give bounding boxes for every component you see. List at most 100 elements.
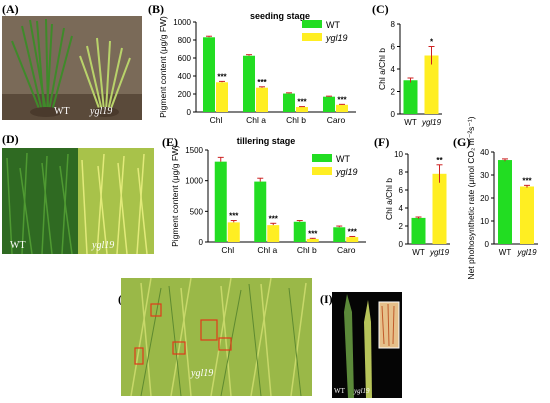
chart-g-photosynthesis: 0 10 20 30 40 Net phohosynthetic rate (μmol C…	[466, 116, 538, 280]
wt-photo-label: WT	[54, 106, 70, 117]
bar-ygl19	[267, 225, 280, 242]
leaf-illustration	[332, 292, 402, 398]
panel-label-f: (F)	[374, 135, 390, 149]
y-tick-label: 1000	[173, 18, 191, 27]
x-tick-label: ygl19	[516, 248, 537, 257]
chart-title: tillering stage	[237, 136, 296, 146]
y-tick-label: 2	[391, 88, 396, 97]
significance-mark: ***	[257, 78, 267, 87]
bar-ygl19	[216, 82, 228, 112]
x-tick-label: Chl b	[297, 245, 317, 255]
wt-photo-label-d: WT	[10, 240, 26, 251]
bar-wt	[333, 227, 346, 242]
legend-label: ygl19	[335, 167, 358, 177]
y-axis-label: Net phohosynthetic rate (μmol CO₂ m⁻²s⁻¹…	[466, 116, 476, 279]
bar-wt	[323, 96, 335, 112]
significance-mark: ***	[348, 227, 358, 236]
bar-ygl19	[296, 107, 308, 112]
significance-mark: **	[436, 156, 443, 165]
y-axis-label: Chl a/Chl b	[384, 178, 394, 220]
bar-ygl19	[424, 55, 439, 114]
legend-swatch	[302, 20, 322, 28]
significance-mark: ***	[217, 72, 227, 81]
y-tick-label: 30	[480, 171, 489, 180]
bar-ygl19	[432, 173, 447, 244]
y-tick-label: 40	[480, 148, 489, 157]
field-illustration	[121, 278, 312, 396]
significance-mark: ***	[308, 229, 318, 238]
y-axis-label: Pigment content (μg/g FW)	[158, 16, 168, 118]
legend-label: WT	[326, 20, 340, 30]
panel-label-b: (B)	[148, 2, 164, 16]
y-tick-label: 500	[190, 207, 204, 216]
seedling-illustration	[2, 16, 142, 120]
y-tick-label: 0	[199, 238, 204, 247]
bar-ygl19	[306, 238, 319, 242]
field-close-up-photo: ygl19	[121, 278, 312, 396]
x-tick-label: Chl	[221, 245, 234, 255]
bar-wt	[203, 37, 215, 112]
bar-ygl19	[520, 186, 534, 244]
chart-c-chl-ratio: 0 2 4 6 8 Chl a/Chl b WT * ygl19	[377, 20, 442, 127]
ygl19-photo-label-h: ygl19	[191, 368, 214, 379]
x-tick-label: Chl a	[246, 115, 266, 125]
x-tick-label: Caro	[327, 115, 346, 125]
y-tick-label: 1500	[185, 146, 203, 155]
y-axis-label: Pigment content (μg/g FW)	[170, 145, 180, 247]
bar-wt	[254, 181, 267, 242]
bar-ygl19	[256, 87, 268, 112]
chart-e-tillering-pigment: 0 500 1000 1500 Pigment content (μg/g FW) Chl…	[170, 136, 366, 255]
panel-label-i: (I)	[320, 292, 333, 306]
leaf-photo: WT ygl19	[332, 292, 402, 398]
bar-wt	[293, 221, 306, 242]
x-tick-label: WT	[412, 248, 425, 257]
x-tick-label: Chl a	[257, 245, 277, 255]
y-tick-label: 10	[394, 150, 403, 159]
panel-label-g: (G)	[453, 135, 471, 149]
tillering-field-photo: WT ygl19	[2, 148, 154, 254]
y-tick-label: 4	[391, 65, 396, 74]
significance-mark: ***	[297, 98, 307, 107]
bar-ygl19	[346, 237, 359, 242]
panel-label-c: (C)	[372, 2, 389, 16]
x-tick-label: Chl b	[286, 115, 306, 125]
y-tick-label: 10	[480, 217, 489, 226]
significance-mark: ***	[269, 214, 279, 223]
x-tick-label: Chl	[210, 115, 223, 125]
y-tick-label: 200	[178, 90, 192, 99]
x-tick-label: Caro	[337, 245, 356, 255]
y-axis-label: Chl a/Chl b	[377, 48, 387, 90]
legend-swatch	[302, 33, 322, 41]
y-tick-label: 0	[399, 240, 404, 249]
x-tick-label: ygl19	[421, 118, 442, 127]
x-tick-label: ygl19	[429, 248, 450, 257]
legend-label: ygl19	[325, 33, 348, 43]
y-tick-label: 6	[399, 186, 404, 195]
x-tick-label: WT	[404, 118, 417, 127]
bar-wt	[498, 160, 512, 244]
panel-label-e: (E)	[162, 135, 178, 149]
significance-mark: ***	[522, 176, 532, 185]
chart-title: seeding stage	[250, 11, 310, 21]
wt-leaf-label: WT	[334, 387, 345, 395]
y-tick-label: 2	[399, 222, 404, 231]
bar-ygl19	[227, 222, 240, 242]
x-tick-label: WT	[499, 248, 512, 257]
bar-wt	[283, 93, 295, 112]
y-tick-label: 600	[178, 54, 192, 63]
significance-mark: *	[430, 38, 434, 47]
panel-label-d: (D)	[2, 132, 19, 146]
bar-wt	[214, 161, 227, 242]
legend-swatch	[312, 154, 332, 162]
significance-mark: ***	[229, 212, 239, 221]
y-tick-label: 0	[391, 110, 396, 119]
y-tick-label: 4	[399, 204, 404, 213]
ygl19-photo-label-d: ygl19	[92, 240, 115, 251]
bar-ygl19	[336, 104, 348, 112]
bar-wt	[243, 55, 255, 112]
ygl19-leaf-label: ygl19	[354, 387, 370, 395]
legend-label: WT	[336, 154, 350, 164]
y-tick-label: 400	[178, 72, 192, 81]
significance-mark: ***	[337, 95, 347, 104]
y-tick-label: 8	[391, 20, 396, 29]
